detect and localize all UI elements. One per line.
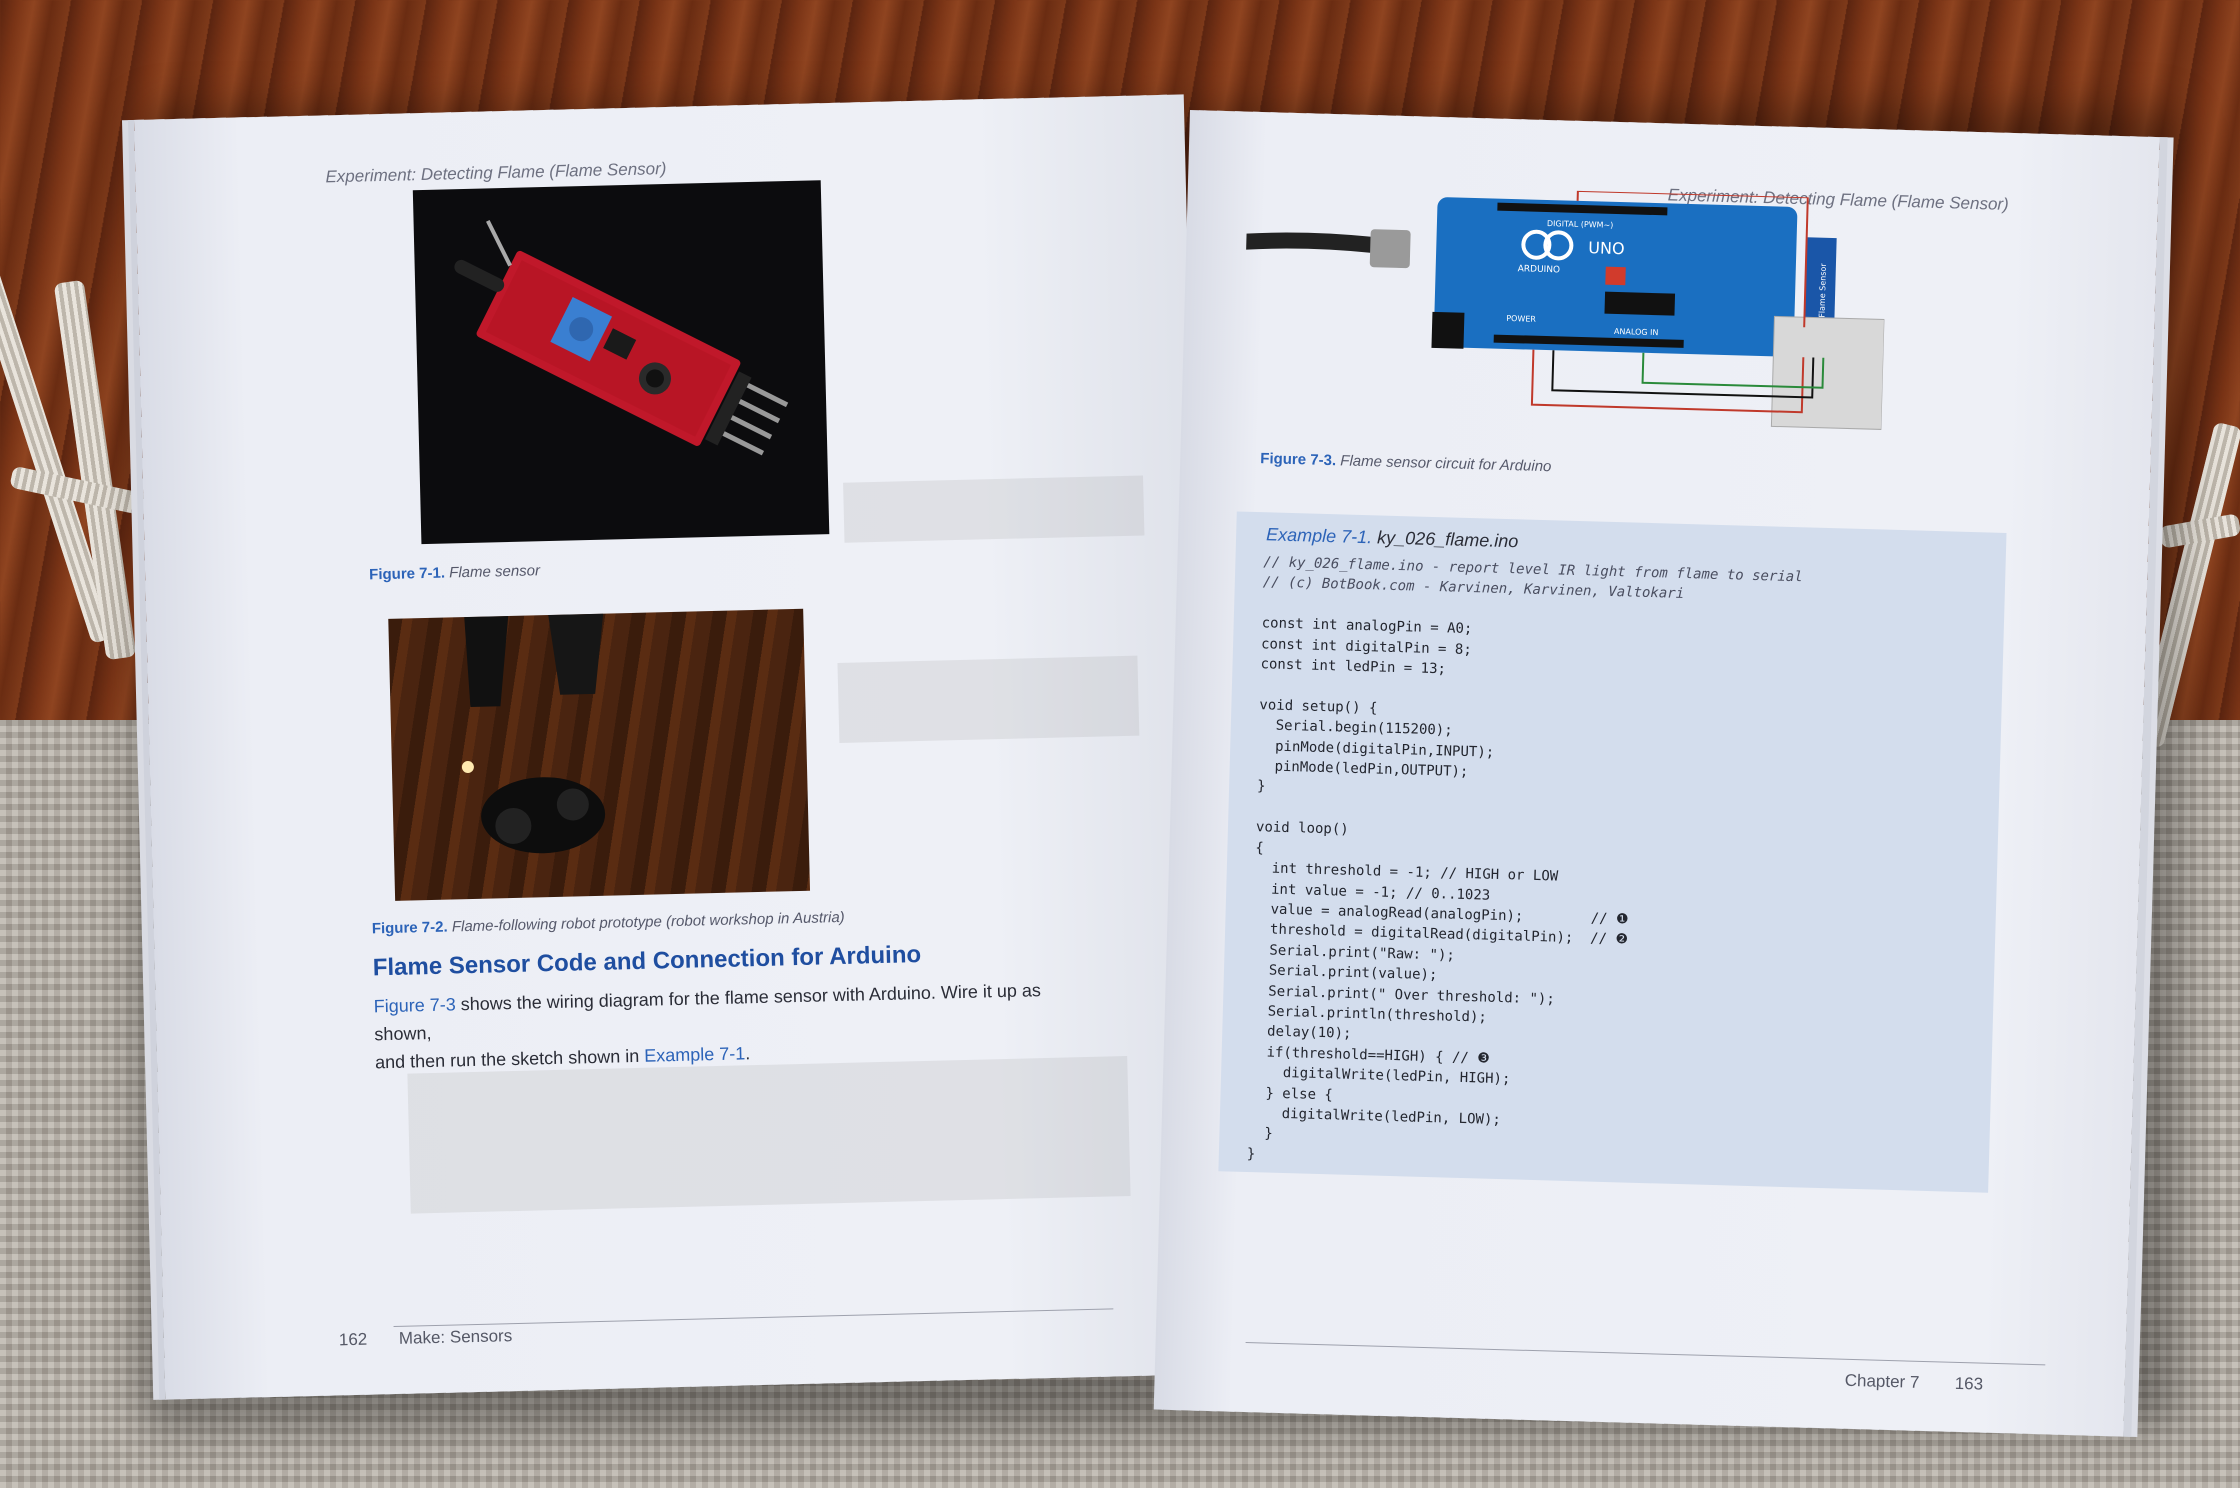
page-number-right: 163 [1954,1373,1984,1394]
board-label: UNO [1588,238,1625,258]
robot-prototype-photo [388,608,811,901]
chapter-label: Chapter 7 [1844,1370,1920,1392]
figure-3-caption: Figure 7-3. Flame sensor circuit for Ard… [1260,450,1552,475]
example-title: Example 7-1. ky_026_flame.ino [1266,524,1519,552]
footer-rule-right [1245,1342,2046,1366]
book-title: Make: Sensors [398,1326,513,1348]
page-number-left: 162 [338,1329,368,1350]
figure-1-label: Figure 7-1. [368,564,446,584]
left-page: Experiment: Detecting Flame (Flame Senso… [134,94,1215,1400]
running-head-left: Experiment: Detecting Flame (Flame Senso… [325,159,667,187]
flame-sensor-illustration [454,220,789,456]
figure-7-3-link[interactable]: Figure 7-3 [373,994,456,1017]
code-listing-box: Example 7-1. ky_026_flame.ino // ky_026_… [1218,511,2007,1193]
right-page: Experiment: Detecting Flame (Flame Senso… [1153,110,2160,1437]
body-text-1: shows the wiring diagram for the flame s… [374,980,1042,1045]
bleed-through-text-1 [843,475,1145,543]
figure-2-text: Flame-following robot prototype (robot w… [451,908,845,936]
bleed-through-text-2 [837,655,1140,743]
footer-rule-left [393,1308,1114,1328]
brand-label: ARDUINO [1518,264,1561,275]
power-label: POWER [1506,314,1536,324]
example-label: Example 7-1. [1265,524,1373,548]
figure-1-caption: Figure 7-1. Flame sensor [369,562,540,583]
arduino-circuit-svg: UNO ARDUINO DIGITAL (PWM~) POWER ANALOG … [1238,189,1885,430]
figure-2-label: Figure 7-2. [371,918,448,938]
circuit-diagram: UNO ARDUINO DIGITAL (PWM~) POWER ANALOG … [1238,182,1888,460]
robot-illustration [461,613,606,854]
example-7-1-link[interactable]: Example 7-1 [643,1043,746,1066]
section-heading: Flame Sensor Code and Connection for Ard… [372,941,922,982]
code-block: // ky_026_flame.ino - report level IR li… [1247,552,1803,1179]
example-filename: ky_026_flame.ino [1376,527,1519,552]
figure-3-label: Figure 7-3. [1260,450,1337,470]
digital-label: DIGITAL (PWM~) [1547,219,1614,230]
flame-sensor-photo [412,180,830,545]
figure-1-text: Flame sensor [448,562,541,582]
sensor-label: Flame Sensor [1817,263,1828,318]
analog-label: ANALOG IN [1614,327,1659,337]
body-text-3: . [744,1043,751,1064]
figure-2-caption: Figure 7-2. Flame-following robot protot… [372,909,845,938]
bleed-through-text-3 [407,1056,1131,1214]
figure-3-text: Flame sensor circuit for Arduino [1340,452,1552,476]
